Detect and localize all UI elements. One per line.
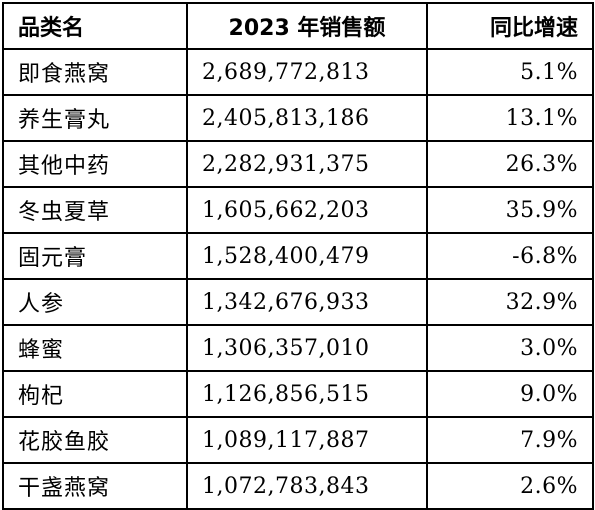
growth-cell: 3.0% (426, 324, 594, 372)
category-cell: 干盏燕窝 (2, 462, 188, 510)
sales-cell: 1,306,357,010 (186, 324, 428, 372)
table-row: 冬虫夏草 1,605,662,203 35.9% (2, 186, 594, 234)
growth-cell: 2.6% (426, 462, 594, 510)
header-row: 品类名 2023 年销售额 同比增速 (2, 2, 594, 50)
table-row: 其他中药 2,282,931,375 26.3% (2, 140, 594, 188)
header-category: 品类名 (2, 2, 188, 50)
table-row: 花胶鱼胶 1,089,117,887 7.9% (2, 416, 594, 464)
category-cell: 养生膏丸 (2, 94, 188, 142)
growth-cell: 5.1% (426, 48, 594, 96)
growth-cell: 26.3% (426, 140, 594, 188)
table-row: 养生膏丸 2,405,813,186 13.1% (2, 94, 594, 142)
category-cell: 固元膏 (2, 232, 188, 280)
category-cell: 其他中药 (2, 140, 188, 188)
category-cell: 即食燕窝 (2, 48, 188, 96)
growth-cell: 7.9% (426, 416, 594, 464)
sales-cell: 1,528,400,479 (186, 232, 428, 280)
category-cell: 冬虫夏草 (2, 186, 188, 234)
category-cell: 枸杞 (2, 370, 188, 418)
sales-cell: 2,282,931,375 (186, 140, 428, 188)
sales-cell: 1,072,783,843 (186, 462, 428, 510)
table-row: 人参 1,342,676,933 32.9% (2, 278, 594, 326)
header-sales: 2023 年销售额 (186, 2, 428, 50)
category-cell: 花胶鱼胶 (2, 416, 188, 464)
sales-cell: 1,126,856,515 (186, 370, 428, 418)
header-growth: 同比增速 (426, 2, 594, 50)
table-row: 枸杞 1,126,856,515 9.0% (2, 370, 594, 418)
sales-cell: 1,089,117,887 (186, 416, 428, 464)
sales-cell: 1,605,662,203 (186, 186, 428, 234)
table-row: 即食燕窝 2,689,772,813 5.1% (2, 48, 594, 96)
sales-cell: 2,689,772,813 (186, 48, 428, 96)
growth-cell: 13.1% (426, 94, 594, 142)
growth-cell: -6.8% (426, 232, 594, 280)
table-row: 固元膏 1,528,400,479 -6.8% (2, 232, 594, 280)
sales-cell: 2,405,813,186 (186, 94, 428, 142)
category-cell: 蜂蜜 (2, 324, 188, 372)
table-row: 蜂蜜 1,306,357,010 3.0% (2, 324, 594, 372)
sales-cell: 1,342,676,933 (186, 278, 428, 326)
category-cell: 人参 (2, 278, 188, 326)
growth-cell: 32.9% (426, 278, 594, 326)
table-row: 干盏燕窝 1,072,783,843 2.6% (2, 462, 594, 510)
growth-cell: 9.0% (426, 370, 594, 418)
growth-cell: 35.9% (426, 186, 594, 234)
